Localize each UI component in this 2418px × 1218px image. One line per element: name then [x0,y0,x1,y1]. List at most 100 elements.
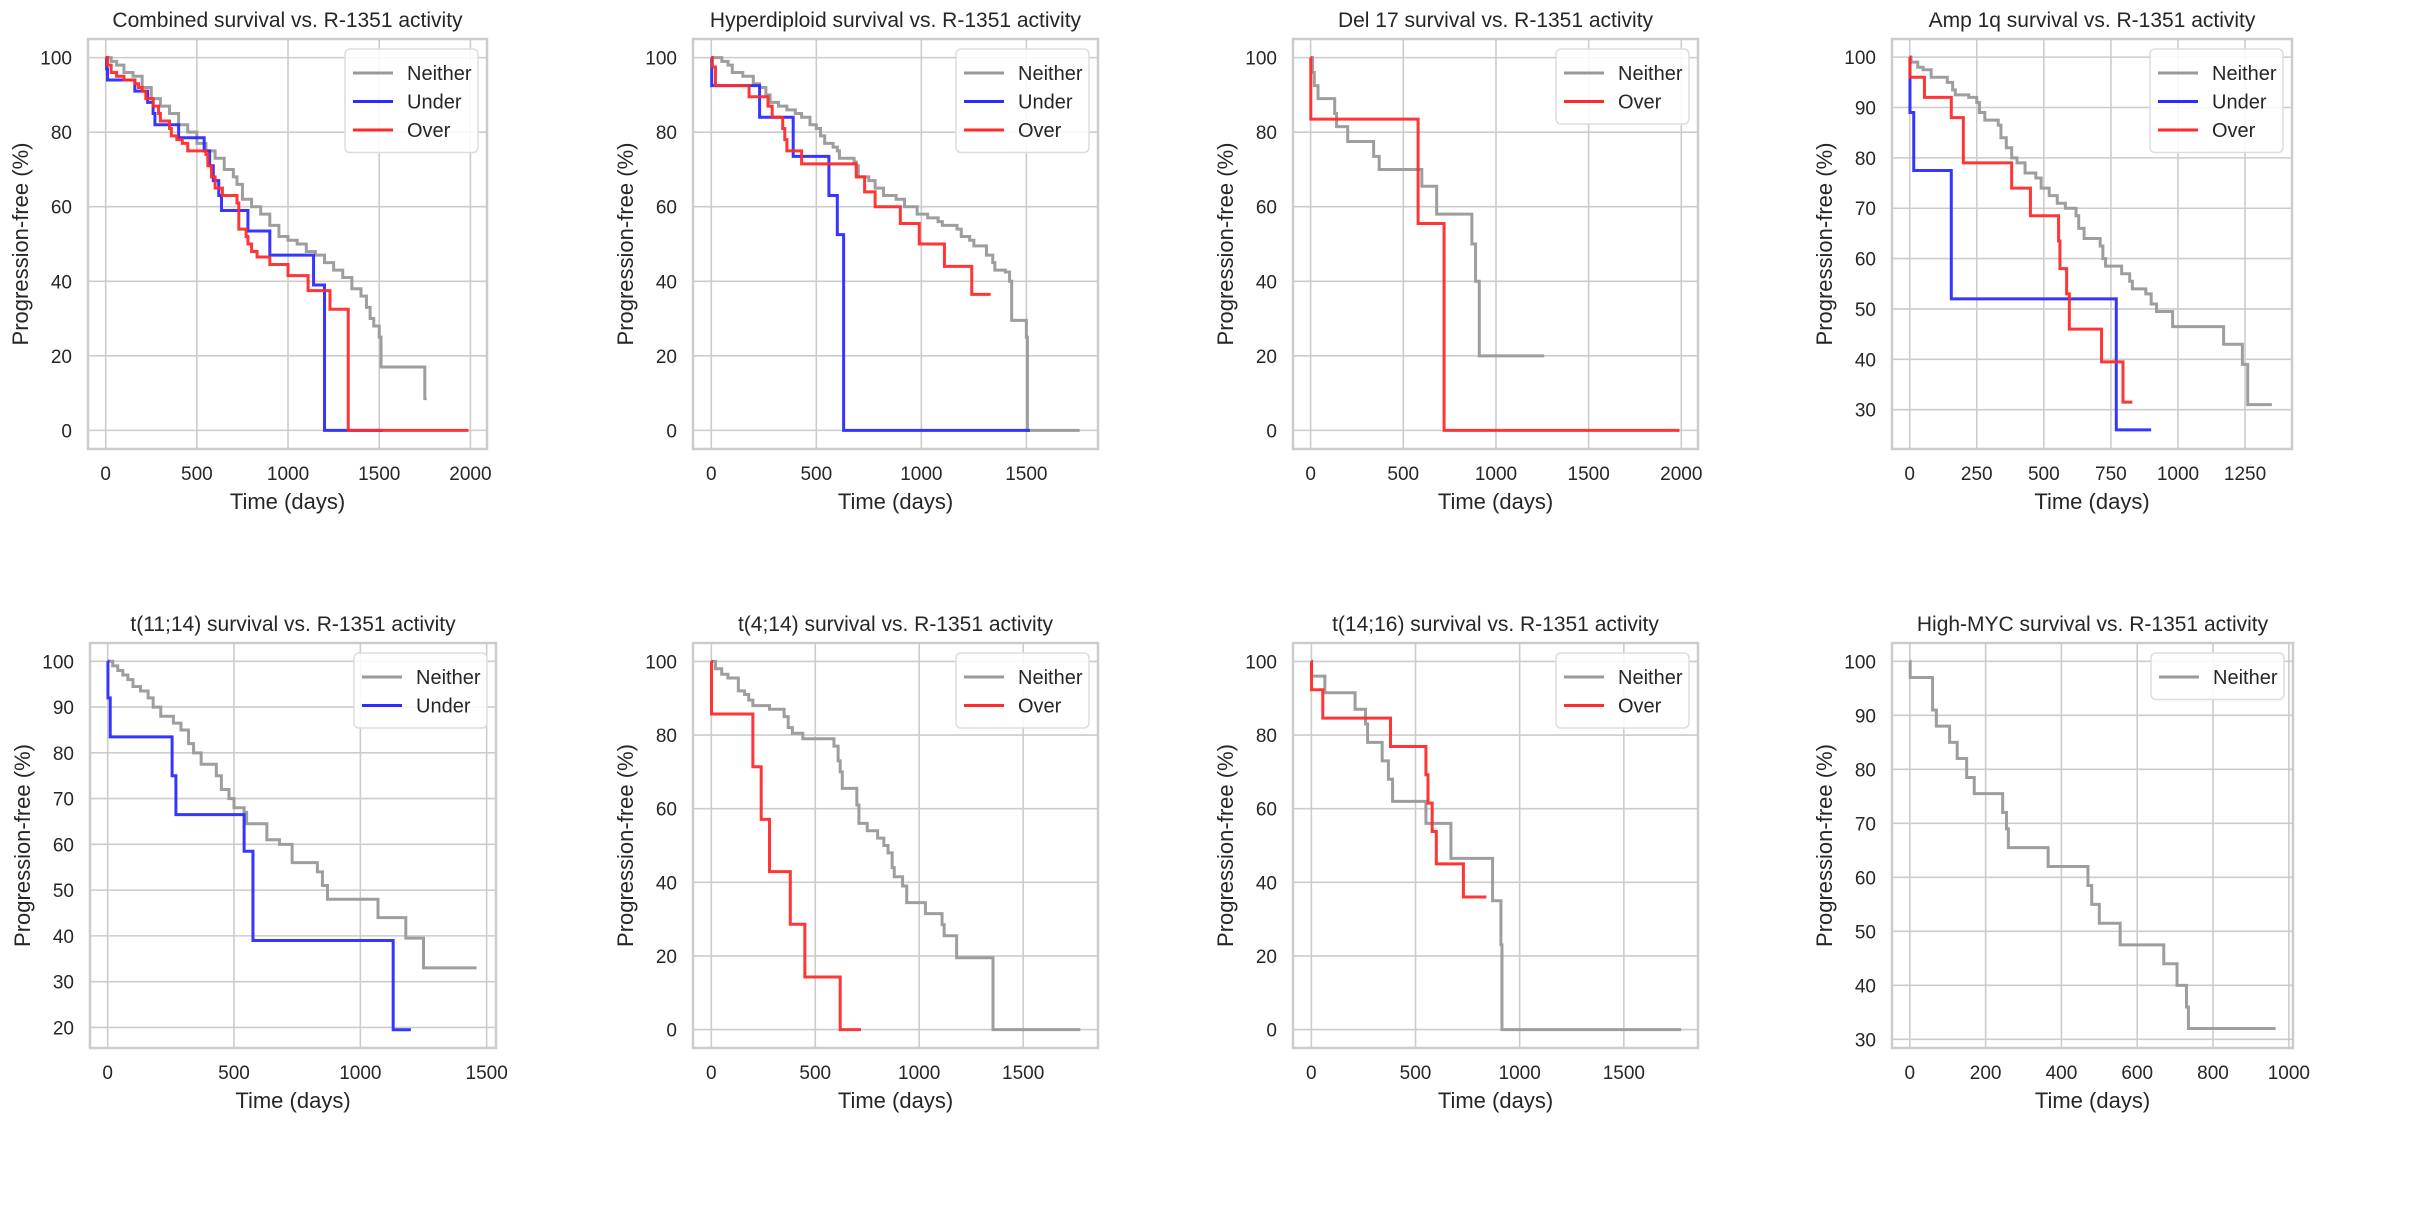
legend-box [955,652,1090,729]
x-tick-label: 800 [2197,1063,2229,1084]
x-tick-label: 500 [181,464,213,485]
legend: Neither Over [1555,652,1690,729]
legend: Neither Under Over [2149,48,2284,154]
y-tick-label: 100 [42,652,74,673]
survival-curve-neither [1909,55,2272,407]
subplot-5: 0 500 1000 1500 20 30 40 50 60 70 80 90 100 t(11;14) … [10,613,508,1113]
x-axis-label: Time (days) [235,1088,350,1113]
legend-label: Under [407,92,462,114]
y-tick-label: 40 [51,272,72,293]
y-tick-label: 100 [645,652,677,673]
axes-frame [86,37,489,451]
legend-box [2150,652,2285,701]
y-tick-label: 40 [1855,976,1876,997]
subplot-title: Hyperdiploid survival vs. R-1351 activit… [710,9,1082,32]
legend-box [2149,48,2284,154]
survival-curve-neither [107,659,477,970]
y-tick-label: 60 [656,800,677,821]
x-tick-label: 500 [218,1063,250,1084]
subplot-4: 0 250 500 750 1000 1250 30 40 50 60 70 80 90 100 Amp 1… [1812,9,2294,514]
legend: Neither [2150,652,2285,701]
legend-label: Under [416,696,471,718]
y-tick-label: 40 [1256,873,1277,894]
x-tick-label: 1250 [2224,464,2266,485]
x-tick-label: 0 [1905,1063,1916,1084]
y-tick-label: 80 [656,123,677,144]
y-tick-label: 80 [1855,760,1876,781]
survival-curve-over [1908,55,2133,404]
y-tick-label: 70 [1855,199,1876,220]
legend-label: Over [1618,92,1662,114]
x-tick-label: 1500 [1002,1063,1044,1084]
axes-frame [691,641,1100,1050]
y-tick-label: 30 [53,973,74,994]
y-axis-label: Progression-free (%) [1213,744,1238,947]
survival-curve-over [105,56,469,432]
subplot-6: 0 500 1000 1500 0 20 40 60 80 100 t(4;14) survival… [613,613,1100,1113]
survival-curve-under [106,659,411,1032]
legend-box [1555,48,1690,125]
subplot-7: 0 500 1000 1500 0 20 40 60 80 100 t(14;16) surviva… [1213,613,1700,1113]
x-axis-label: Time (days) [838,489,953,514]
survival-curve-over [710,56,991,296]
x-tick-label: 1500 [1568,464,1610,485]
x-tick-label: 400 [2046,1063,2078,1084]
subplot-2: 0 500 1000 1500 0 20 40 60 80 100 Hyperdiploid sur… [613,9,1100,514]
legend-label: Neither [407,63,472,85]
y-tick-label: 40 [1256,272,1277,293]
y-tick-label: 50 [1855,300,1876,321]
survival-curve-over [1309,56,1680,432]
y-axis-label: Progression-free (%) [1812,143,1837,346]
y-tick-label: 90 [1855,706,1876,727]
y-tick-label: 50 [53,881,74,902]
subplot-3: 0 500 1000 1500 2000 0 20 40 60 80 100 Del 17 survi… [1213,9,1702,514]
legend-label: Neither [2213,667,2278,689]
y-tick-label: 80 [1855,149,1876,170]
y-tick-label: 60 [656,198,677,219]
x-tick-label: 1000 [898,1063,940,1084]
x-tick-label: 250 [1961,464,1993,485]
subplot-title: t(4;14) survival vs. R-1351 activity [738,613,1054,636]
legend-label: Over [407,120,451,142]
x-tick-label: 1500 [1603,1063,1645,1084]
y-tick-label: 0 [666,421,677,442]
x-axis-label: Time (days) [2035,1088,2150,1113]
y-tick-label: 20 [51,347,72,368]
legend-label: Neither [1018,667,1083,689]
y-tick-label: 80 [53,744,74,765]
survival-curve-neither [1310,56,1545,358]
axes-frame [1291,641,1700,1050]
y-axis-label: Progression-free (%) [1812,744,1837,947]
survival-curve-neither [1310,659,1682,1032]
y-axis-label: Progression-free (%) [8,143,33,346]
y-tick-label: 20 [1256,347,1277,368]
x-tick-label: 1500 [466,1063,508,1084]
survival-curve-neither [711,659,1081,1032]
x-axis-label: Time (days) [838,1088,953,1113]
legend-label: Neither [1618,63,1683,85]
y-tick-label: 100 [1245,652,1277,673]
x-tick-label: 500 [2028,464,2060,485]
y-tick-label: 100 [645,49,677,70]
y-tick-label: 100 [1844,48,1876,69]
y-tick-label: 100 [1844,652,1876,673]
x-tick-label: 1000 [1475,464,1517,485]
x-axis-label: Time (days) [1438,489,1553,514]
y-tick-label: 80 [1256,123,1277,144]
y-tick-label: 60 [1256,800,1277,821]
legend-box [353,652,488,729]
y-tick-label: 40 [53,927,74,948]
legend-box [1555,652,1690,729]
x-tick-label: 500 [800,464,832,485]
y-tick-label: 80 [656,726,677,747]
x-tick-label: 1000 [900,464,942,485]
y-tick-label: 70 [53,790,74,811]
subplot-title: Combined survival vs. R-1351 activity [112,9,463,32]
y-tick-label: 80 [1256,726,1277,747]
y-axis-label: Progression-free (%) [613,744,638,947]
legend-box [344,48,479,154]
y-tick-label: 70 [1855,814,1876,835]
legend-label: Over [2212,120,2256,142]
x-tick-label: 0 [1904,464,1915,485]
